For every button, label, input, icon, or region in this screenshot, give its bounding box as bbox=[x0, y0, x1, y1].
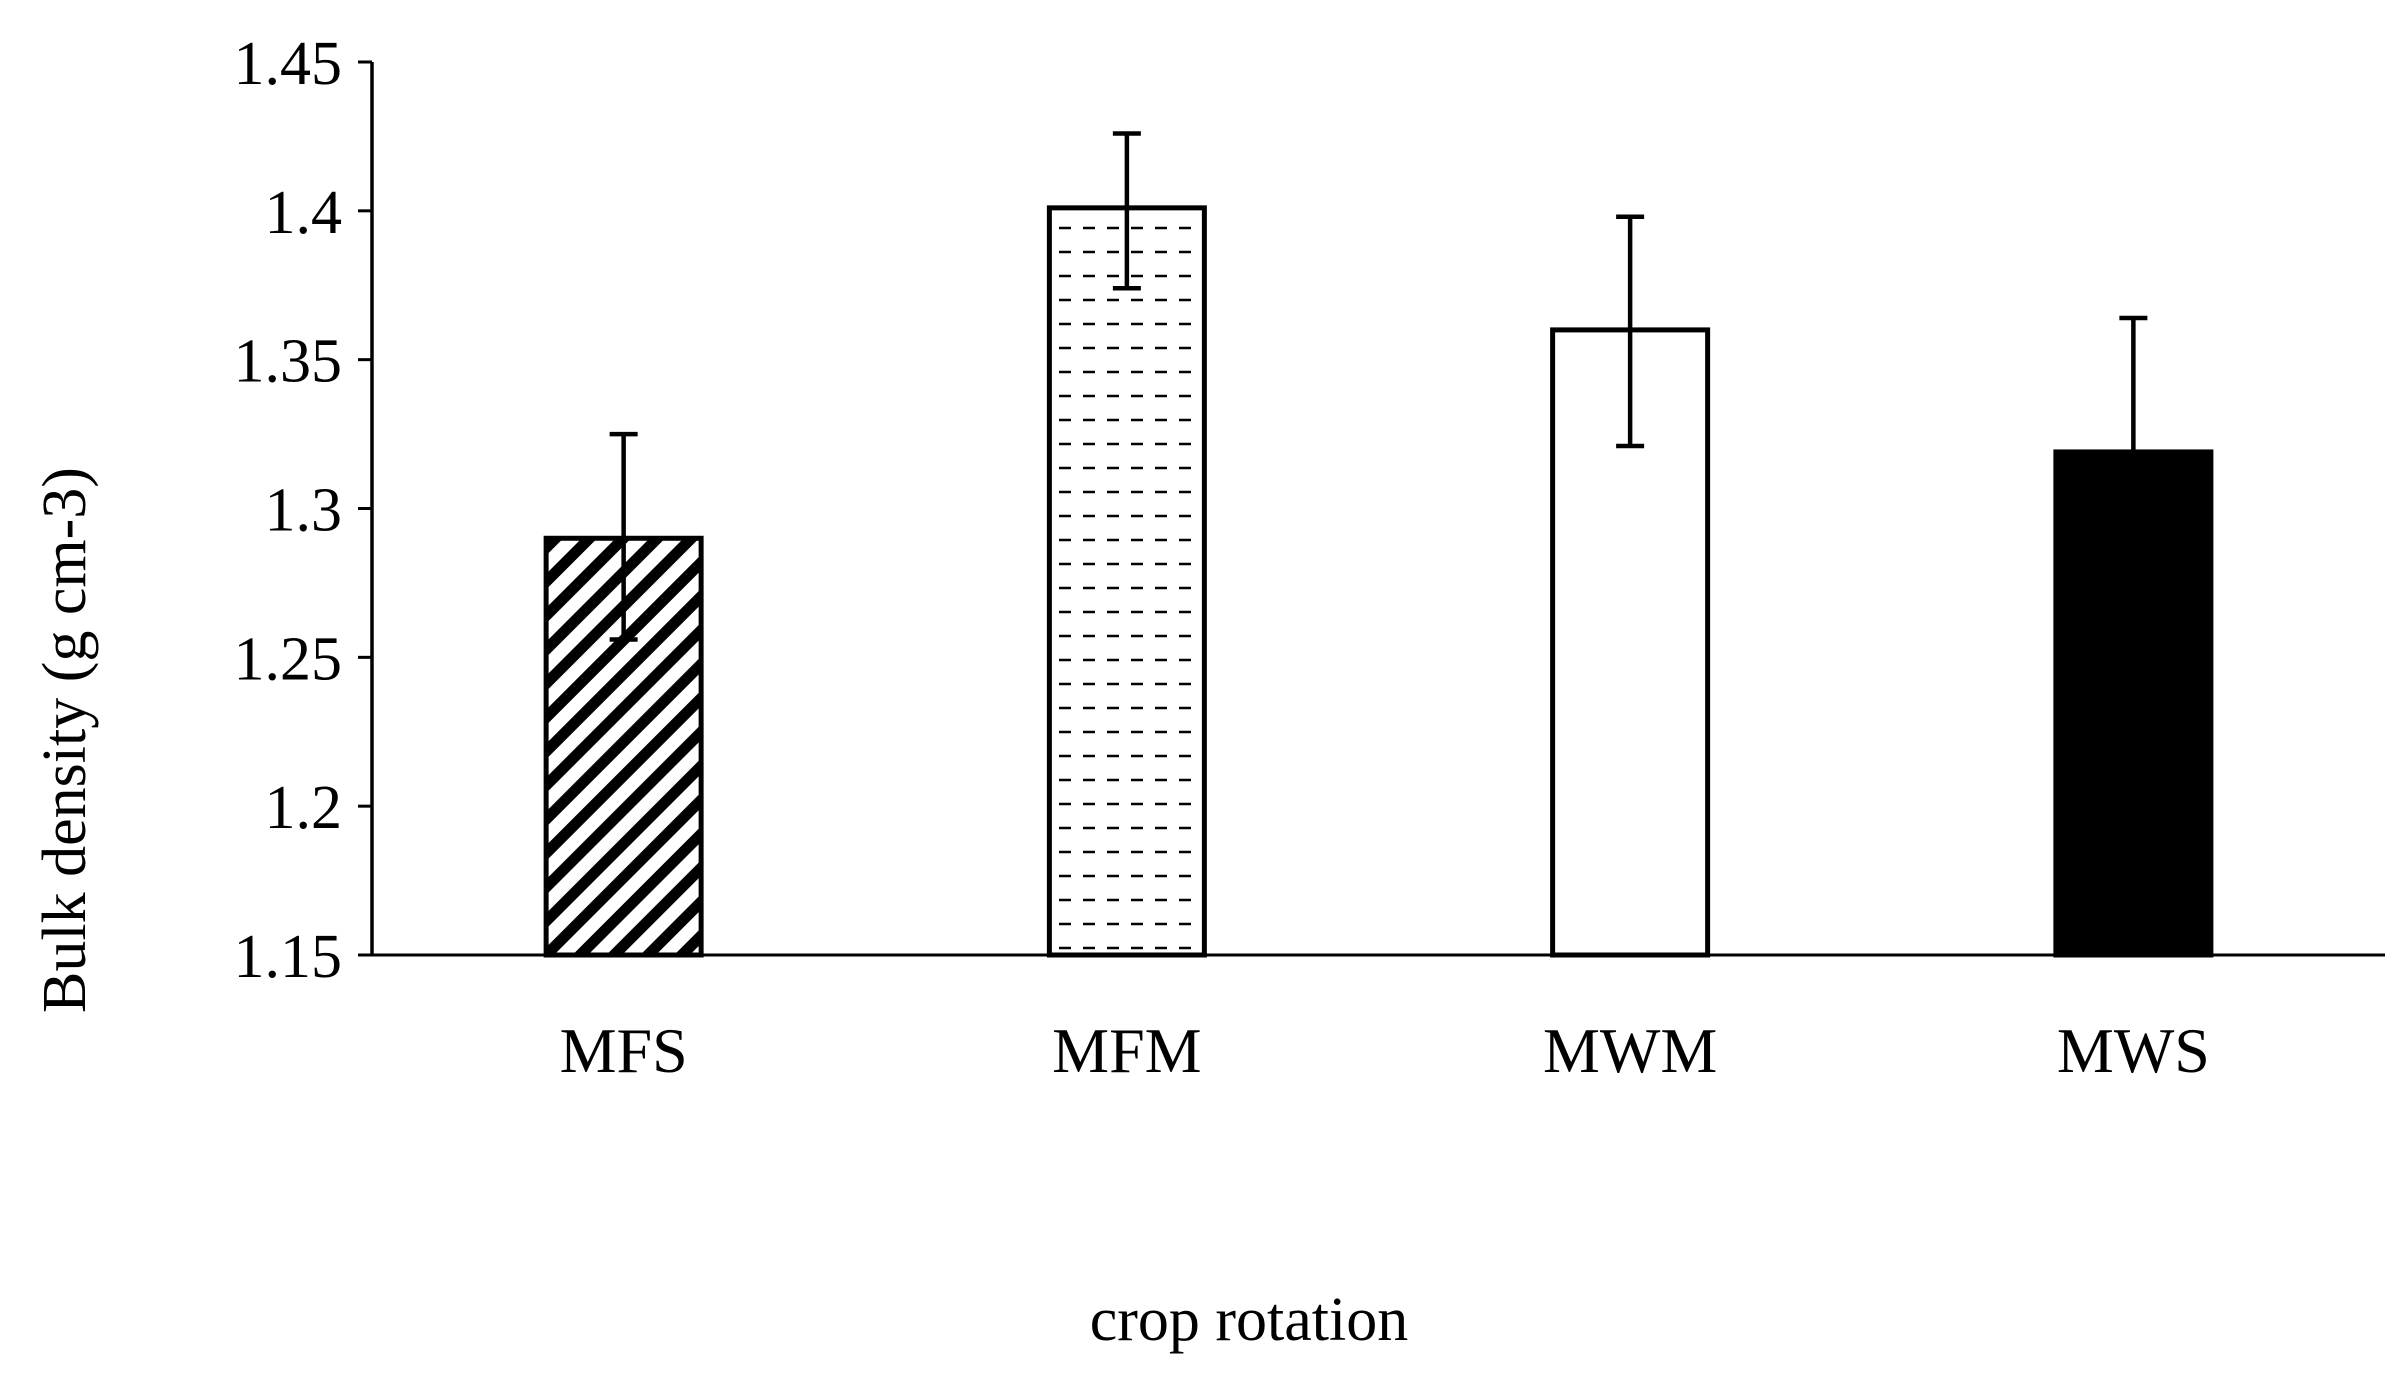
y-tick-label: 1.35 bbox=[234, 328, 343, 396]
bar-mfm bbox=[1046, 205, 1207, 958]
y-tick-label: 1.4 bbox=[265, 179, 343, 247]
x-axis-tick-labels: MFS MFM MWM MWS bbox=[560, 1015, 2210, 1086]
y-tick-label: 1.45 bbox=[234, 30, 343, 98]
y-axis-title: Bulk density (g cm-3) bbox=[31, 467, 99, 1013]
bar-mws bbox=[2053, 449, 2214, 958]
error-bars bbox=[609, 131, 2148, 642]
bars bbox=[543, 205, 2214, 958]
x-tick-label-mfs: MFS bbox=[560, 1015, 688, 1086]
x-axis-title: crop rotation bbox=[1090, 1286, 1409, 1354]
y-tick-label: 1.3 bbox=[265, 477, 343, 545]
y-tick-label: 1.2 bbox=[265, 774, 343, 842]
x-tick-label-mfm: MFM bbox=[1052, 1015, 1201, 1086]
x-tick-label-mwm: MWM bbox=[1543, 1015, 1717, 1086]
y-tick-label: 1.15 bbox=[234, 923, 343, 991]
y-tick-label: 1.25 bbox=[234, 625, 343, 693]
y-axis-ticks: 1.15 1.2 1.25 1.3 1.35 1.4 1.45 bbox=[234, 30, 372, 991]
x-tick-label-mws: MWS bbox=[2057, 1015, 2210, 1086]
